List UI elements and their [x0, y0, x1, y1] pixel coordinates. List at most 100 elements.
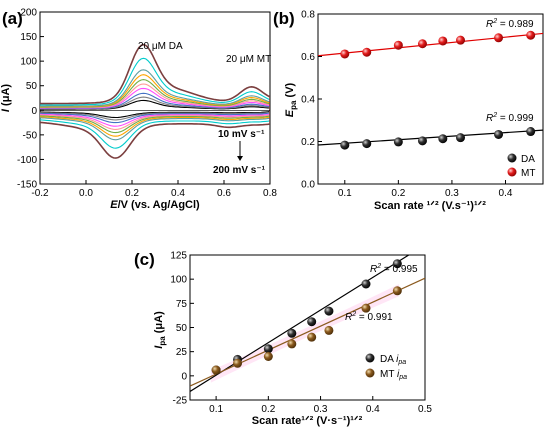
panel-c-plot: 0.1 0.2 0.3 0.4 0.5 -25 0 25 50 75 100 125 R2 = 0.9…	[153, 251, 432, 428]
legend-b-da-marker	[507, 153, 517, 163]
panel-c-ytick-label: 125	[170, 251, 187, 262]
panel-c-ylabel: Ipa (μA)	[153, 311, 167, 349]
panel-c-r2-mt: R2 = 0.991	[345, 311, 393, 323]
panel-c-ytick-label: 50	[176, 323, 188, 334]
panel-c-xtick-label: 0.1	[209, 404, 223, 415]
panel-c-point-da	[307, 317, 317, 327]
cv-curve-6	[40, 79, 270, 134]
panel-b-point-mt	[456, 35, 465, 45]
panel-a-xtick-label: 0.4	[171, 188, 185, 199]
panel-c-ylabel-rest: (μA)	[153, 311, 165, 336]
panel-b-point-da	[494, 129, 504, 139]
panel-b-point-mt	[340, 49, 350, 59]
panel-c-point-mt	[324, 325, 334, 335]
panel-a-ticks: -0.2 0.0 0.2 0.4 0.6 0.8 -150 -100 -50 0 50 100 150 2…	[17, 8, 277, 200]
panel-a-ytick-label: -100	[17, 155, 37, 166]
legend-c-da: DA ipa	[380, 354, 406, 366]
panel-a-xtick-label: -0.2	[31, 188, 49, 199]
panel-b-ylabel-sub: pa	[289, 100, 298, 110]
panel-a-xlabel-italic: E	[110, 199, 118, 211]
panel-c-ytick-label: -25	[173, 396, 188, 407]
panel-c-point-da	[361, 279, 371, 289]
panel-c-ytick-label: 75	[176, 299, 188, 310]
panel-c-point-da	[324, 306, 334, 316]
panel-c-point-mt	[307, 332, 317, 342]
panel-b-ylabel-italic: E	[284, 109, 296, 117]
panel-b-r2-da: R2 = 0.999	[486, 112, 534, 124]
panel-c-xtick-label: 0.2	[261, 404, 275, 415]
panel-a-plot: -0.2 0.0 0.2 0.4 0.6 0.8 -150 -100 -50 0 50 100 150 2…	[0, 8, 277, 212]
cv-curve-10	[40, 43, 270, 159]
panel-a-ylabel: I (μA)	[0, 84, 12, 112]
annotation-scan-high: 200 mV s⁻¹	[213, 165, 266, 176]
panel-b-ylabel: Epa (V)	[284, 82, 298, 117]
panel-c-xtick-label: 0.3	[314, 404, 328, 415]
panel-b-ticks: 0.1 0.2 0.3 0.4 0.0 0.2 0.4 0.6 0.8	[301, 10, 513, 200]
legend-c-da-marker	[365, 353, 375, 363]
panel-c-point-mt	[392, 286, 402, 296]
panel-a-curves	[40, 43, 270, 159]
legend-b-da: DA	[521, 154, 535, 165]
panel-b-ytick-label: 0.4	[301, 95, 315, 106]
panel-c-point-mt	[287, 339, 297, 349]
panel-c-ylabel-italic: I	[153, 345, 165, 349]
panel-a-xtick-label: 0.6	[217, 188, 231, 199]
cv-curve-5	[40, 83, 270, 130]
panel-b-point-mt	[362, 47, 372, 57]
panel-b-point-da	[456, 133, 465, 143]
cv-curve-4	[40, 87, 270, 127]
cv-curve-2	[40, 96, 270, 121]
scan-arrow-head	[237, 156, 243, 161]
panel-b-ytick-label: 0.8	[301, 10, 315, 21]
panel-b-r2-mt: R2 = 0.989	[486, 18, 534, 30]
panel-c-xtick-label: 0.4	[366, 404, 380, 415]
panel-c-point-da	[392, 259, 402, 269]
panel-b-ytick-label: 0.0	[301, 180, 315, 191]
panel-c-fit-da	[190, 255, 410, 392]
panel-b-fit-lines	[318, 32, 543, 146]
panel-c-point-mt	[211, 365, 221, 375]
panel-b-point-da	[340, 140, 350, 150]
panel-b-point-da	[417, 136, 427, 146]
panel-c-ytick-label: 25	[176, 347, 188, 358]
annotation-mt: 20 μM MT	[226, 54, 271, 65]
panel-a-ytick-label: 50	[26, 81, 38, 92]
panel-b-xtick-label: 0.4	[499, 188, 513, 199]
panel-b-xtick-label: 0.2	[391, 188, 405, 199]
legend-c-mt: MT ipa	[380, 369, 407, 381]
panel-c-legend: DA ipa MT ipa	[365, 353, 407, 381]
panel-b-ytick-label: 0.6	[301, 52, 315, 63]
cv-curve-1	[40, 99, 270, 119]
panel-b-ytick-label: 0.2	[301, 137, 315, 148]
panel-c-fit-lines	[190, 255, 425, 392]
panel-c-point-da	[287, 328, 297, 338]
panel-b-plot: 0.1 0.2 0.3 0.4 0.0 0.2 0.4 0.6 0.8 R2 = 0.989 R…	[284, 10, 544, 212]
panel-a-xlabel-rest: /V (vs. Ag/AgCl)	[118, 199, 200, 211]
panel-a-ytick-label: -150	[17, 180, 37, 191]
panel-b-point-mt	[494, 33, 504, 43]
panel-c-ytick-label: 100	[170, 275, 187, 286]
panel-b-label: (b)	[273, 9, 295, 28]
panel-c-fit-mt	[190, 277, 425, 387]
cv-curve-3	[40, 92, 270, 124]
panel-b-point-da	[438, 134, 448, 144]
panel-c-point-da	[263, 344, 273, 354]
panel-c-ticks: 0.1 0.2 0.3 0.4 0.5 -25 0 25 50 75 100 125	[170, 251, 432, 416]
panel-b-points	[340, 30, 536, 150]
panel-b-xtick-label: 0.3	[445, 188, 459, 199]
panel-c-point-mt	[233, 358, 243, 368]
panel-a-ytick-label: 0	[31, 106, 37, 117]
panel-b-point-mt	[393, 40, 403, 50]
panel-c-points	[211, 259, 402, 375]
panel-c-ytick-label: 0	[181, 371, 187, 382]
panel-c-r2-da: R2 = 0.995	[370, 263, 418, 275]
panel-a-ylabel-italic: I	[0, 108, 12, 112]
panel-a-ytick-label: -50	[23, 130, 38, 141]
panel-c-point-mt	[263, 352, 273, 361]
panel-b-legend: DA MT	[507, 153, 535, 179]
panel-c-point-mt	[361, 303, 371, 313]
panel-a-ytick-label: 100	[20, 57, 37, 68]
panel-a-xlabel: E/V (vs. Ag/AgCl)	[110, 199, 200, 211]
